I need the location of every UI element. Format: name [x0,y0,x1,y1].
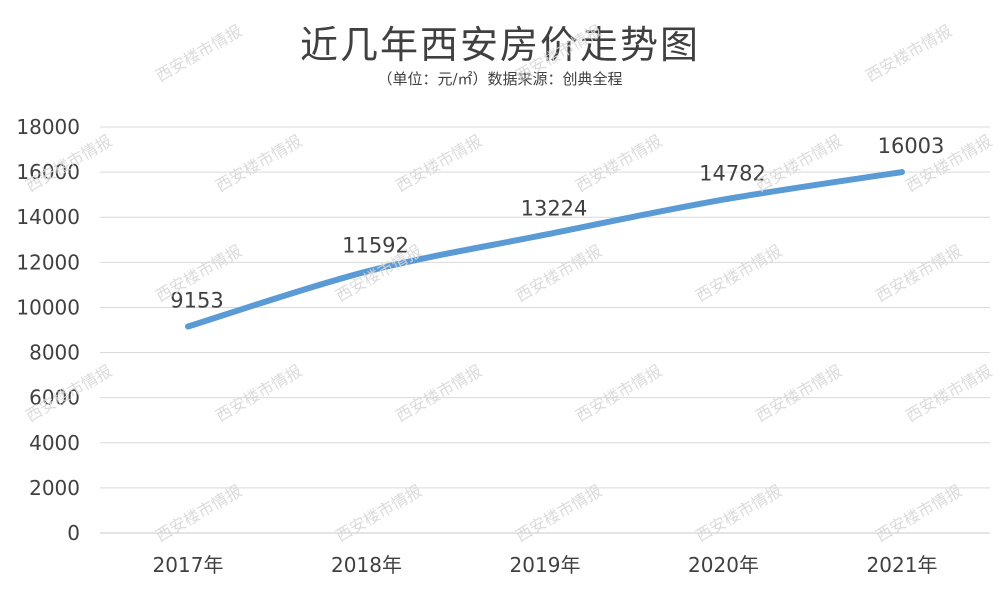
data-labels: 9153 11592 13224 14782 16003 [170,134,944,313]
x-axis: 2017年 2018年 2019年 2020年 2021年 [153,553,938,577]
data-label: 14782 [699,162,766,186]
x-tick-label: 2021年 [867,553,938,577]
y-tick-label: 4000 [29,431,80,455]
series-line [185,169,905,330]
y-tick-label: 8000 [29,341,80,365]
x-tick-label: 2017年 [153,553,224,577]
data-label: 16003 [878,134,945,158]
data-label: 11592 [342,234,409,258]
y-tick-label: 0 [67,521,80,545]
data-label: 9153 [170,289,223,313]
y-tick-label: 16000 [16,160,80,184]
y-axis: 0 2000 4000 6000 8000 10000 12000 14000 16000 180… [16,115,80,545]
y-tick-label: 14000 [16,205,80,229]
x-tick-label: 2019年 [510,553,581,577]
chart-title: 近几年西安房价走势图 [299,23,700,67]
data-label: 13224 [521,197,588,221]
y-tick-label: 18000 [16,115,80,139]
y-tick-label: 2000 [29,476,80,500]
y-tick-label: 10000 [16,295,80,319]
x-tick-label: 2020年 [688,553,759,577]
chart-subtitle: （单位：元/㎡）数据来源：创典全程 [377,70,623,88]
y-tick-label: 6000 [29,386,80,410]
series-layer [185,169,905,330]
y-tick-label: 12000 [16,250,80,274]
x-tick-label: 2018年 [331,553,402,577]
